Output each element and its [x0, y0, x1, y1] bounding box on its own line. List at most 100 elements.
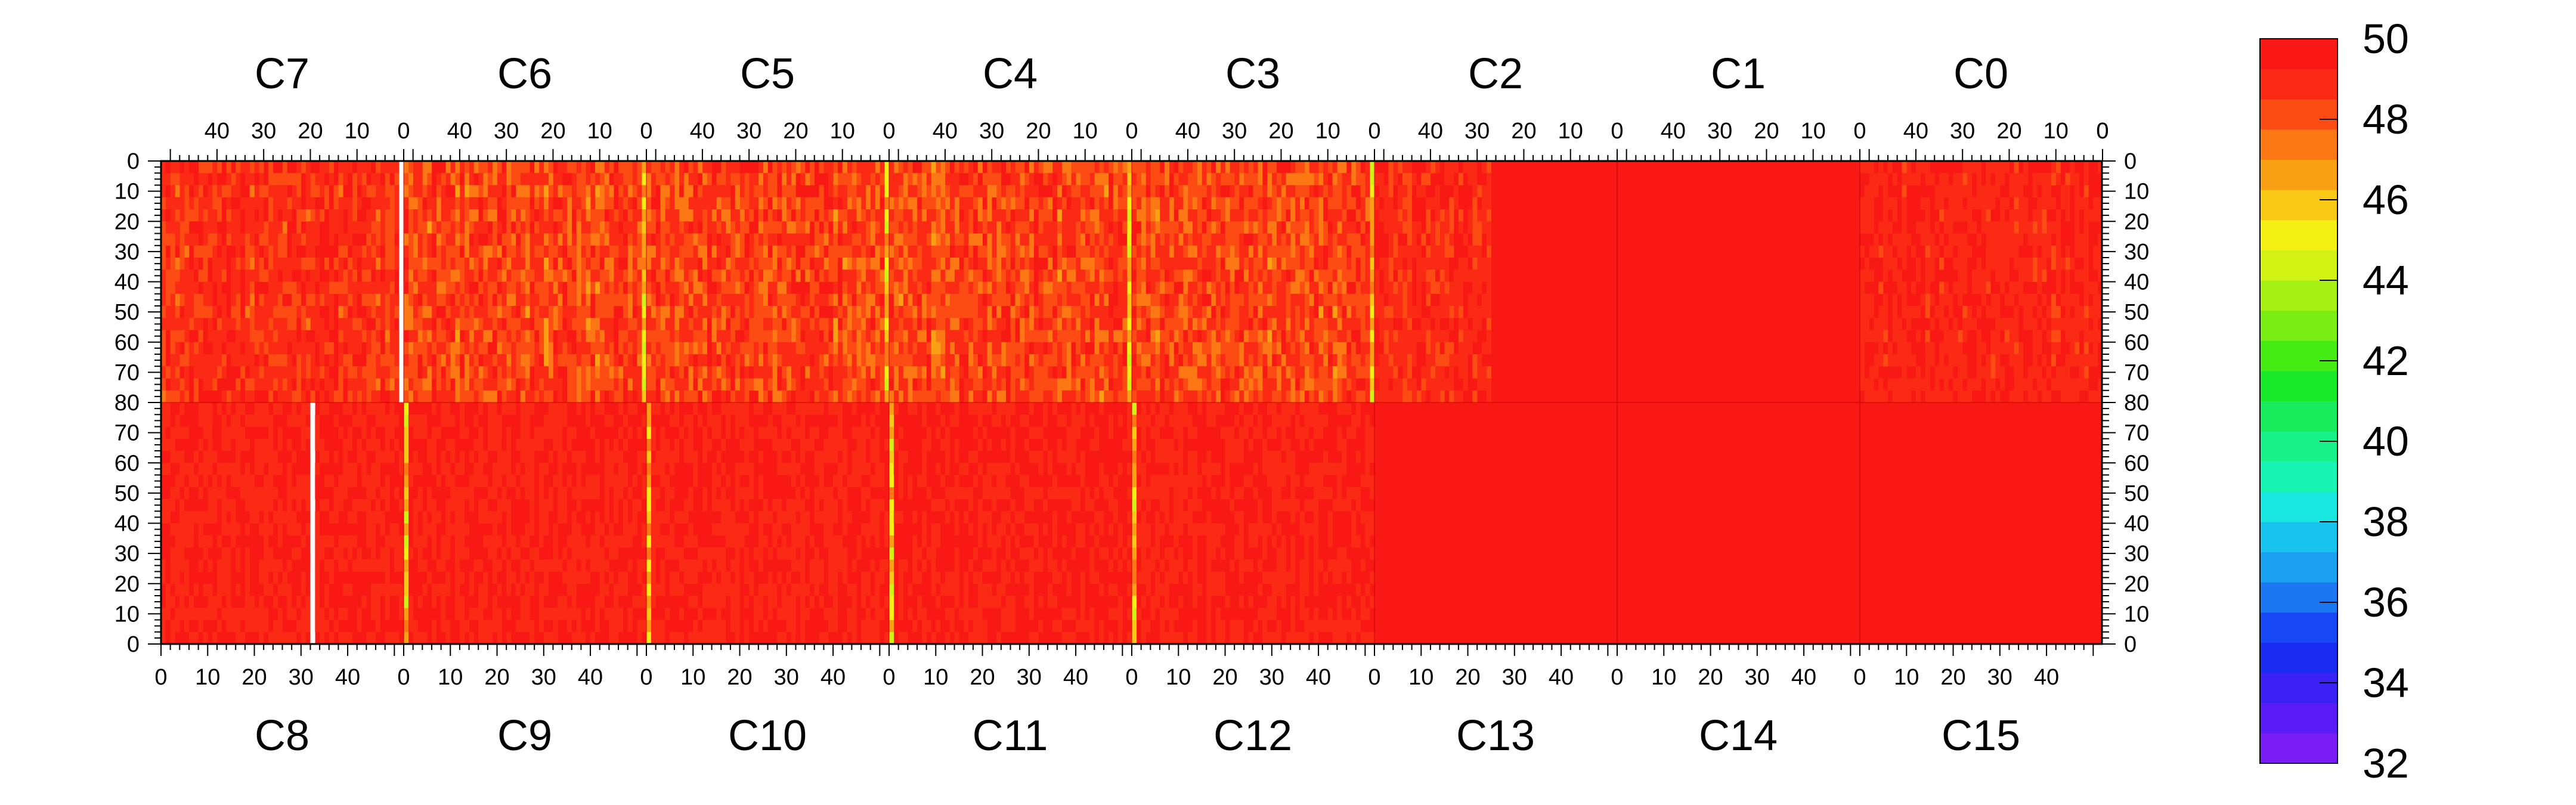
heatmap-cell — [483, 209, 488, 222]
heatmap-cell — [1085, 185, 1090, 198]
heatmap-cell — [903, 245, 908, 258]
heatmap-cell — [277, 293, 283, 306]
heatmap-cell — [175, 197, 180, 210]
heatmap-cell — [2079, 233, 2084, 246]
heatmap-cell — [1299, 233, 1305, 246]
heatmap-cell — [1458, 209, 1464, 222]
heatmap-cell — [865, 173, 871, 185]
heatmap-cell — [1337, 342, 1342, 355]
heatmap-cell — [1435, 245, 1440, 258]
heatmap-cell — [1374, 281, 1380, 295]
heatmap-cell — [1169, 161, 1174, 174]
heatmap-cell — [1024, 293, 1030, 306]
heatmap-cell — [1122, 378, 1128, 391]
heatmap-cell — [940, 221, 946, 234]
heatmap-cell — [2093, 293, 2098, 306]
heatmap-cell — [1398, 270, 1403, 282]
heatmap-cell — [1234, 185, 1240, 198]
heatmap-cell — [1286, 197, 1291, 210]
heatmap-cell — [1136, 161, 1141, 174]
heatmap-cell — [921, 185, 927, 198]
heatmap-cell — [716, 330, 722, 343]
heatmap-cell — [1015, 245, 1020, 258]
heatmap-cell — [1024, 173, 1030, 185]
heatmap-cell — [693, 233, 698, 246]
heatmap-cell — [1426, 270, 1431, 282]
heatmap-cell — [758, 197, 763, 210]
heatmap-cell — [1486, 221, 1491, 234]
heatmap-cell — [277, 221, 283, 234]
heatmap-cell — [273, 173, 278, 185]
heatmap-cell — [726, 185, 731, 198]
heatmap-cell — [165, 197, 171, 210]
heatmap-cell — [455, 185, 460, 198]
heatmap-cell — [231, 233, 236, 246]
heatmap-cell — [1094, 233, 1100, 246]
heatmap-cell — [352, 330, 358, 343]
heatmap-cell — [1365, 306, 1370, 318]
heatmap-cell — [772, 221, 778, 234]
heatmap-cell — [553, 306, 558, 318]
heatmap-cell — [856, 354, 862, 367]
heatmap-cell — [837, 209, 843, 222]
heatmap-cell — [968, 390, 974, 403]
heatmap-cell — [1388, 245, 1394, 258]
heatmap-cell — [576, 306, 581, 318]
heatmap-cell — [842, 378, 847, 391]
heatmap-cell — [1197, 378, 1202, 391]
heatmap-cell — [441, 378, 446, 391]
heatmap-cell — [1477, 245, 1482, 258]
heatmap-cell — [310, 221, 315, 234]
heatmap-cell — [161, 161, 166, 174]
heatmap-cell — [870, 173, 875, 185]
heatmap-cell — [1104, 366, 1109, 379]
heatmap-cell — [609, 209, 614, 222]
heatmap-cell — [721, 330, 726, 343]
heatmap-cell — [538, 161, 544, 174]
heatmap-cell — [1281, 258, 1286, 270]
heatmap-cell — [380, 197, 385, 210]
heatmap-cell — [908, 366, 913, 379]
heatmap-cell — [581, 318, 586, 330]
heatmap-cell — [1267, 281, 1272, 295]
heatmap-cell — [1159, 342, 1165, 355]
heatmap-cell — [726, 258, 731, 270]
heatmap-cell — [735, 233, 740, 246]
heatmap-cell — [175, 293, 180, 306]
heatmap-cell — [431, 197, 437, 210]
heatmap-cell — [819, 366, 824, 379]
heatmap-cell — [646, 390, 652, 403]
heatmap-cell — [1187, 281, 1193, 295]
heatmap-cell — [203, 366, 208, 379]
heatmap-cell — [1057, 185, 1062, 198]
heatmap-cell — [394, 233, 400, 246]
heatmap-cell — [208, 318, 213, 330]
heatmap-cell — [702, 306, 708, 318]
heatmap-cell — [1276, 161, 1281, 174]
heatmap-cell — [506, 221, 512, 234]
heatmap-cell — [1318, 245, 1324, 258]
heatmap-cell — [1342, 342, 1347, 355]
heatmap-cell — [660, 378, 665, 391]
heatmap-cell — [754, 318, 759, 330]
heatmap-cell — [1262, 209, 1268, 222]
heatmap-cell — [735, 258, 740, 270]
heatmap-cell — [917, 390, 922, 403]
heatmap-cell — [394, 342, 400, 355]
heatmap-cell — [735, 293, 740, 306]
heatmap-cell — [809, 281, 815, 295]
heatmap-cell — [875, 197, 880, 210]
heatmap-cell — [614, 221, 619, 234]
heatmap-cell — [287, 281, 292, 295]
heatmap-cell — [1281, 390, 1286, 403]
heatmap-cell — [884, 197, 890, 210]
heatmap-cell — [1411, 221, 1417, 234]
heatmap-cell — [837, 173, 843, 185]
heatmap-cell — [1421, 209, 1426, 222]
heatmap-cell — [417, 209, 423, 222]
heatmap-cell — [936, 354, 941, 367]
heatmap-cell — [903, 390, 908, 403]
heatmap-cell — [1155, 390, 1160, 403]
heatmap-cell — [707, 221, 712, 234]
heatmap-cell — [1145, 197, 1151, 210]
